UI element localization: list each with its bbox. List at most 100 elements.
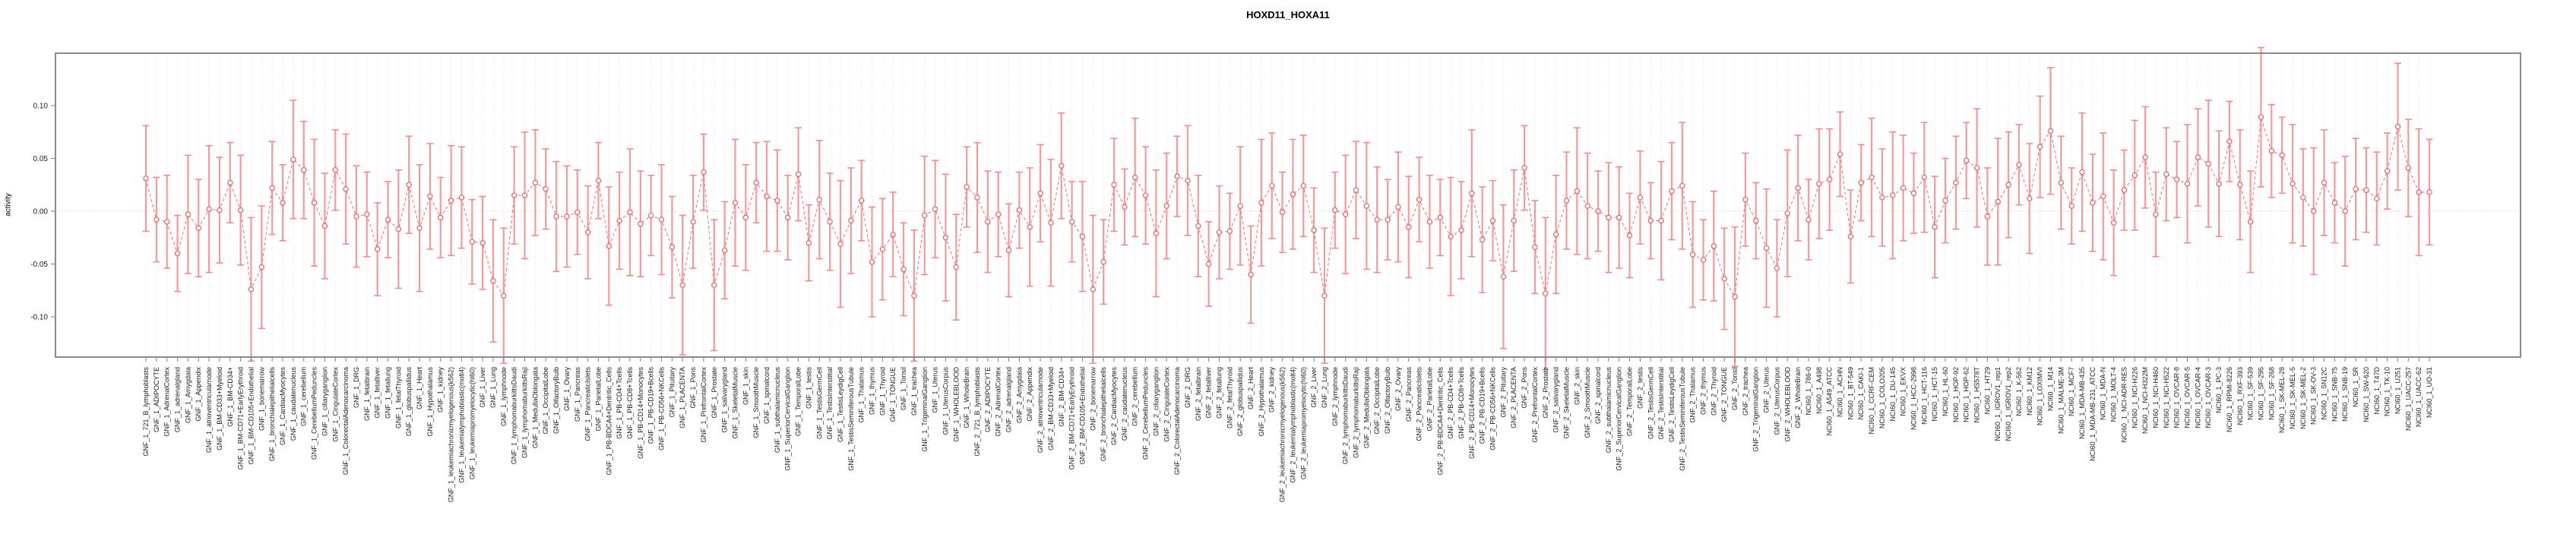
x-axis-label: GNF_2_kidney — [1268, 367, 1276, 413]
x-axis-label: GNF_2_DRG — [1184, 367, 1191, 408]
x-axis-label: GNF_1_Amygdala — [184, 367, 191, 423]
series-line — [145, 117, 2429, 299]
x-axis-label: GNF_1_Pancreas — [574, 367, 581, 422]
x-axis-label: GNF_2_Thyroid — [1710, 367, 1717, 416]
x-axis-label: NCI60_1_BT-549 — [1847, 367, 1854, 420]
x-axis-label: GNF_1_TemporalLobe — [795, 367, 802, 436]
x-axis-label: GNF_2_SmoothMuscle — [1584, 367, 1591, 438]
x-axis-label: NCI60_1_SK-MEL-2 — [2299, 367, 2307, 429]
x-axis-label: NCI60_1_A498 — [1815, 367, 1823, 414]
x-axis-label: NCI60_1_786-0 — [1805, 367, 1812, 416]
x-axis-label: NCI60_1_EKVX — [1900, 367, 1907, 416]
chart-title: HOXD11_HOXA11 — [1246, 9, 1330, 21]
x-axis-label: NCI60_1_MDA-N — [2100, 367, 2107, 420]
x-axis-label: GNF_1_CingulateCortex — [331, 367, 339, 442]
x-axis-label: GNF_1_leukemiachronicmyelogenous(k562) — [448, 367, 455, 502]
x-axis-label: GNF_2_PB-CD14+Monocytes — [1468, 367, 1476, 459]
x-axis-label: GNF_1_Hypothalamus — [426, 367, 434, 437]
x-axis-label: NCI60_1_HCC-2998 — [1910, 367, 1917, 430]
x-axis-label: NCI60_1_K-562 — [2015, 367, 2023, 416]
x-axis-label: GNF_1_skin — [742, 367, 749, 405]
x-axis-label: GNF_1_bonemarrow — [258, 367, 265, 432]
data-points — [143, 114, 2432, 300]
x-axis-label: NCI60_1_OVCAR-4 — [2194, 367, 2201, 428]
y-axis-tick-label: 0.05 — [33, 155, 49, 163]
x-axis-label: NCI60_1_OVCAR-8 — [2173, 367, 2181, 428]
x-axis-label: GNF_2_TestisInterstitial — [1657, 367, 1665, 440]
y-axis-tick-label: -0.05 — [30, 261, 48, 269]
x-axis-label: GNF_2_Heart — [1247, 367, 1255, 410]
x-axis-label: NCI60_1_NCI-H522 — [2163, 367, 2170, 428]
x-axis-label: NCI60_1_HOP-92 — [1952, 367, 1960, 422]
x-axis-label: GNF_2_Liver — [1310, 367, 1318, 408]
x-axis-label: GNF_1_Heart — [416, 367, 423, 410]
x-axis-label: GNF_1_caudatenucleus — [290, 367, 297, 441]
x-axis-label: GNF_1_PB-CD19+Bcells — [647, 367, 655, 444]
x-axis-label: NCI60_1_CAKI-1 — [1857, 367, 1865, 420]
x-axis-label: NCI60_1_IGROV1_rep2 — [2005, 367, 2012, 441]
x-axis-label: GNF_1_SmoothMuscle — [752, 367, 760, 438]
x-axis-label: GNF_1_BM-CD105+Endothelial — [247, 367, 255, 464]
x-axis-label: GNF_1_lymphomaburkittsDaudi — [511, 367, 518, 464]
x-axis-label: GNF_2_OlfactoryBulb — [1384, 367, 1391, 434]
x-axis-label: NCI60_1_CCRF-CEM — [1868, 367, 1875, 435]
x-axis-label: GNF_1_TestisSeminiferousTubule — [847, 367, 855, 471]
x-axis-label: GNF_2_SuperiorCervicalGanglion — [1616, 367, 1623, 471]
x-axis-label: GNF_1_PB-CD56+NKCells — [658, 367, 666, 451]
x-axis-label: GNF_1_Lung — [489, 367, 497, 408]
x-axis-label: GNF_1_BM-CD34+ — [226, 367, 234, 427]
x-axis-label: GNF_1_PB-CD14+Monocytes — [637, 367, 644, 459]
x-axis-label: GNF_1_CerebellumPeduncles — [311, 367, 318, 460]
x-axis-label: GNF_1_TestisGermCell — [815, 367, 823, 439]
x-axis-label: GNF_2_lymphnode — [1331, 367, 1339, 426]
x-axis-label: GNF_1_Appendix — [195, 367, 202, 422]
x-axis-label: NCI60_1_MALME-3M — [2057, 367, 2065, 434]
x-axis-label: GNF_1_721_B_lymphoblasts — [142, 367, 150, 457]
x-axis-label: NCI60_1_OVCAR-5 — [2184, 367, 2191, 428]
x-axis-label: GNF_1_ciliaryganglion — [321, 367, 328, 436]
x-axis-label: GNF_2_leukemiachronicmyelogenous(k562) — [1279, 367, 1286, 502]
x-axis-label: GNF_2_ParietalLobe — [1426, 367, 1433, 432]
x-axis-label: GNF_2_Lung — [1321, 367, 1328, 408]
x-axis-label: NCI60_1_SNB-19 — [2341, 367, 2349, 422]
x-axis-label: GNF_2_UterusCorpus — [1773, 367, 1780, 435]
x-axis-label: GNF_2_PancreaticIslets — [1416, 367, 1423, 441]
x-axis-label: GNF_1_atrioventricularnode — [205, 367, 213, 453]
x-axis-label: NCI60_1_SF-268 — [2267, 367, 2275, 420]
plot-border — [55, 52, 2521, 358]
x-axis-label: NCI60_1_MCF7 — [2068, 367, 2075, 416]
x-axis-label: GNF_2_fetalThyroid — [1226, 367, 1233, 428]
x-axis-label: GNF_2_PB-CD8+Tcells — [1457, 367, 1465, 439]
x-axis-label: GNF_1_trachea — [910, 367, 918, 416]
x-axis-label: GNF_2_CingulateCortex — [1163, 367, 1170, 442]
x-axis-label: NCI60_1_MDA-MB-231_ATCC — [2089, 367, 2097, 461]
x-axis-label: NCI60_1_UACC-62 — [2415, 367, 2423, 427]
y-axis-tick-label: 0.00 — [33, 208, 49, 217]
x-axis-label: GNF_2_globuspallidus — [1236, 367, 1244, 437]
x-axis-label: GNF_1_fetalbrain — [363, 367, 371, 421]
x-axis-label: GNF_1_ADIPOCYTE — [153, 367, 160, 432]
x-axis-label: GNF_2_thymus — [1700, 367, 1707, 416]
x-axis-label: GNF_2_CerebellumPeduncles — [1142, 367, 1150, 460]
y-axis: 0.10 0.05 0.00 -0.05 -0.10 — [30, 103, 55, 322]
x-axis-label: GNF_2_fetalbrain — [1195, 367, 1202, 421]
x-axis-label: GNF_1_kidney — [437, 367, 445, 413]
x-axis-label: GNF_2_BM-CD34+ — [1058, 367, 1065, 427]
x-axis-label: GNF_2_TestisSeminiferousTubule — [1679, 367, 1686, 471]
x-axis-label: NCI60_1_ACHN — [1837, 367, 1844, 417]
x-axis-label: NCI60_1_HOP-62 — [1963, 367, 1970, 422]
x-axis-label: GNF_2_Uterus — [1763, 367, 1771, 413]
x-axis-label: GNF_2_BM-CD33+Myeloid — [1047, 367, 1055, 451]
x-axis: GNF_1_721_B_lymphoblasts GNF_1_ADIPOCYTE G… — [142, 357, 2433, 502]
x-axis-label: GNF_1_AdrenalCortex — [163, 367, 171, 437]
x-axis-label: GNF_1_lymphomaburkittsRaji — [521, 367, 529, 458]
x-axis-label: GNF_2_Tonsil — [1731, 367, 1739, 410]
x-axis-label: NCI60_1_SNB-75 — [2331, 367, 2338, 422]
x-axis-label: NCI60_1_RPMI-8226 — [2226, 367, 2233, 432]
x-axis-label: GNF_1_globuspallidus — [405, 367, 413, 437]
x-axis-label: GNF_1_thymus — [869, 367, 876, 416]
x-axis-label: NCI60_1_LOXIMVI — [2036, 367, 2044, 425]
x-axis-label: GNF_1_TestisInterstitial — [826, 367, 834, 440]
x-axis-label: GNF_1_PB-CD8+Tcells — [626, 367, 634, 439]
x-axis-label: GNF_1_PLACENTA — [679, 367, 686, 428]
